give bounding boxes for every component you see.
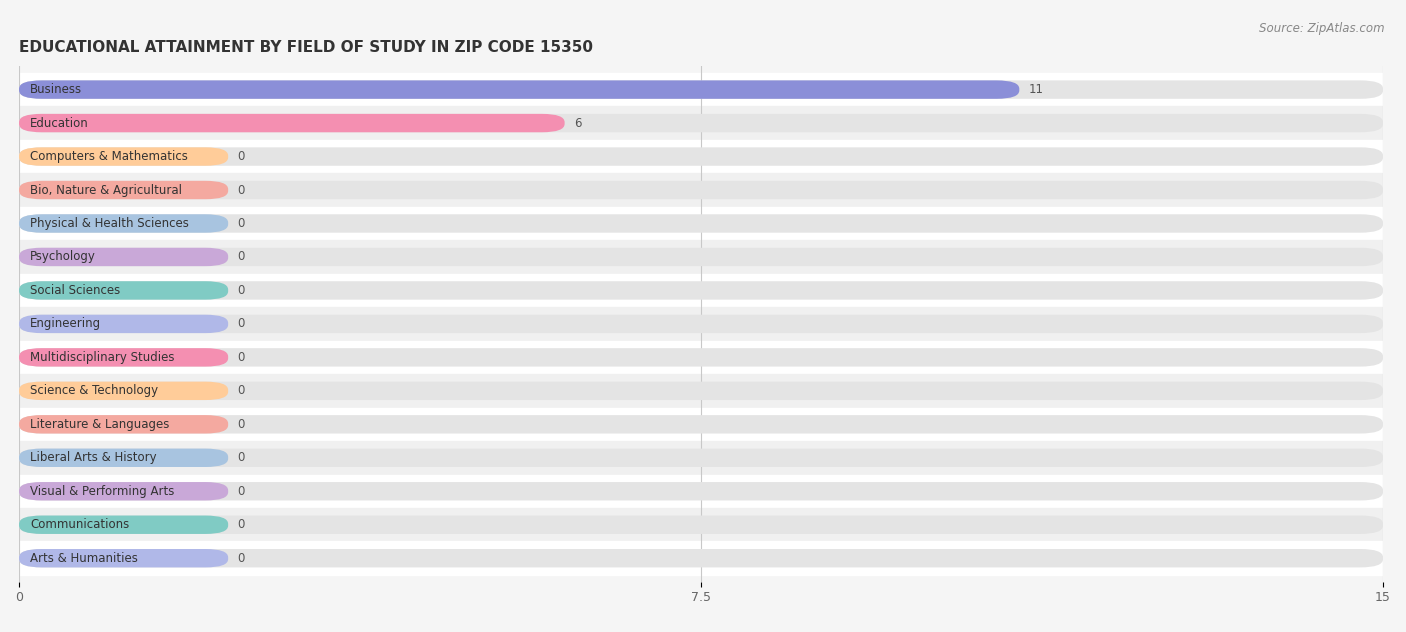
Text: Arts & Humanities: Arts & Humanities [30, 552, 138, 565]
Bar [20, 106, 1384, 140]
FancyBboxPatch shape [20, 214, 228, 233]
FancyBboxPatch shape [20, 181, 228, 199]
Bar [20, 508, 1384, 542]
FancyBboxPatch shape [20, 449, 1384, 467]
FancyBboxPatch shape [20, 516, 1384, 534]
Text: Bio, Nature & Agricultural: Bio, Nature & Agricultural [30, 183, 181, 197]
Bar [20, 274, 1384, 307]
FancyBboxPatch shape [20, 348, 228, 367]
FancyBboxPatch shape [20, 147, 228, 166]
Text: Business: Business [30, 83, 82, 96]
Text: 6: 6 [574, 116, 581, 130]
Bar [20, 441, 1384, 475]
Text: 0: 0 [238, 418, 245, 431]
Text: 0: 0 [238, 183, 245, 197]
Text: Source: ZipAtlas.com: Source: ZipAtlas.com [1260, 22, 1385, 35]
FancyBboxPatch shape [20, 214, 1384, 233]
Bar [20, 240, 1384, 274]
Text: Literature & Languages: Literature & Languages [30, 418, 169, 431]
FancyBboxPatch shape [20, 482, 1384, 501]
Text: Psychology: Psychology [30, 250, 96, 264]
FancyBboxPatch shape [20, 147, 1384, 166]
Text: 11: 11 [1028, 83, 1043, 96]
Text: 0: 0 [238, 518, 245, 532]
Text: 0: 0 [238, 250, 245, 264]
FancyBboxPatch shape [20, 348, 1384, 367]
Bar [20, 542, 1384, 575]
Bar [20, 341, 1384, 374]
Text: Computers & Mathematics: Computers & Mathematics [30, 150, 188, 163]
FancyBboxPatch shape [20, 315, 228, 333]
Text: Engineering: Engineering [30, 317, 101, 331]
FancyBboxPatch shape [20, 114, 1384, 132]
Text: Science & Technology: Science & Technology [30, 384, 157, 398]
Text: Multidisciplinary Studies: Multidisciplinary Studies [30, 351, 174, 364]
Text: Liberal Arts & History: Liberal Arts & History [30, 451, 156, 465]
Text: 0: 0 [238, 485, 245, 498]
Bar [20, 475, 1384, 508]
FancyBboxPatch shape [20, 415, 228, 434]
Text: 0: 0 [238, 552, 245, 565]
FancyBboxPatch shape [20, 80, 1019, 99]
Text: Visual & Performing Arts: Visual & Performing Arts [30, 485, 174, 498]
Text: 0: 0 [238, 384, 245, 398]
FancyBboxPatch shape [20, 281, 228, 300]
FancyBboxPatch shape [20, 382, 228, 400]
Text: 0: 0 [238, 351, 245, 364]
Text: 0: 0 [238, 284, 245, 297]
Text: Physical & Health Sciences: Physical & Health Sciences [30, 217, 188, 230]
FancyBboxPatch shape [20, 248, 1384, 266]
Bar [20, 140, 1384, 173]
Text: EDUCATIONAL ATTAINMENT BY FIELD OF STUDY IN ZIP CODE 15350: EDUCATIONAL ATTAINMENT BY FIELD OF STUDY… [20, 40, 593, 55]
FancyBboxPatch shape [20, 482, 228, 501]
FancyBboxPatch shape [20, 248, 228, 266]
FancyBboxPatch shape [20, 114, 565, 132]
Text: 0: 0 [238, 150, 245, 163]
FancyBboxPatch shape [20, 80, 1384, 99]
FancyBboxPatch shape [20, 549, 1384, 568]
Text: Social Sciences: Social Sciences [30, 284, 120, 297]
FancyBboxPatch shape [20, 549, 228, 568]
Bar [20, 374, 1384, 408]
Bar [20, 207, 1384, 240]
Bar [20, 408, 1384, 441]
FancyBboxPatch shape [20, 415, 1384, 434]
FancyBboxPatch shape [20, 449, 228, 467]
Text: 0: 0 [238, 451, 245, 465]
FancyBboxPatch shape [20, 516, 228, 534]
FancyBboxPatch shape [20, 281, 1384, 300]
Text: 0: 0 [238, 217, 245, 230]
Text: 0: 0 [238, 317, 245, 331]
Text: Education: Education [30, 116, 89, 130]
Bar [20, 73, 1384, 106]
FancyBboxPatch shape [20, 382, 1384, 400]
Bar [20, 307, 1384, 341]
FancyBboxPatch shape [20, 315, 1384, 333]
FancyBboxPatch shape [20, 181, 1384, 199]
Text: Communications: Communications [30, 518, 129, 532]
Bar [20, 173, 1384, 207]
